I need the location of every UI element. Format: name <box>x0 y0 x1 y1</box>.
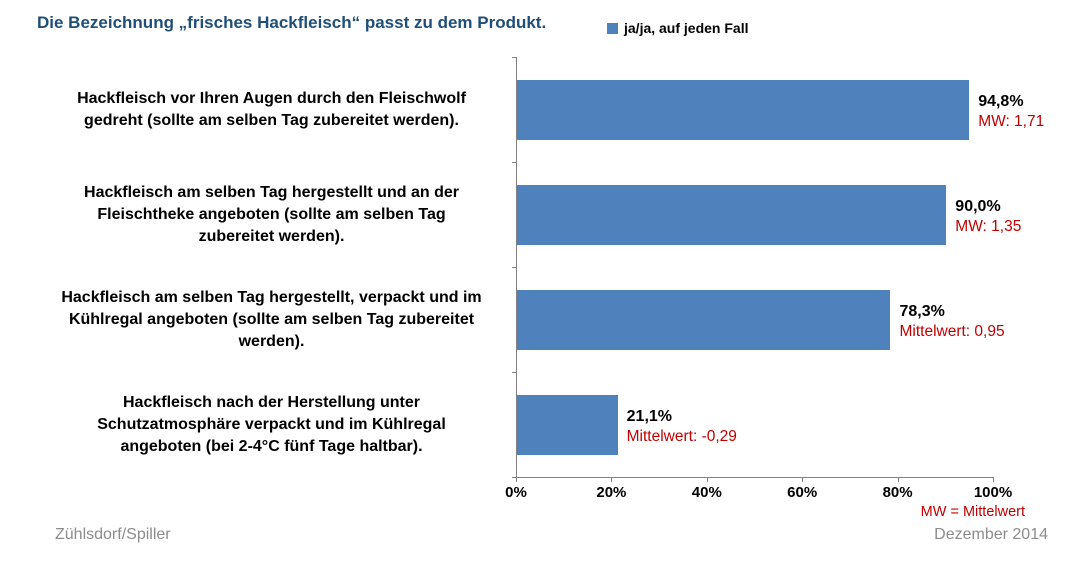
bar <box>517 394 618 455</box>
y-tick <box>512 162 516 163</box>
value-mean: Mittelwert: 0,95 <box>899 322 1005 340</box>
x-tick-label: 20% <box>596 484 627 501</box>
x-tick <box>897 477 899 482</box>
category-label: Hackfleisch nach der Herstellung unter S… <box>97 393 446 455</box>
bar <box>517 79 970 140</box>
source-credit: Zühlsdorf/Spiller <box>55 526 171 543</box>
x-tick-label: 60% <box>787 484 818 501</box>
value-label: 21,1% Mittelwert: -0,29 <box>627 407 737 447</box>
x-tick <box>993 477 994 482</box>
x-tick <box>611 477 613 482</box>
value-mean: MW: 1,35 <box>955 217 1022 235</box>
chart-title: Die Bezeichnung „frisches Hackfleisch“ p… <box>37 13 547 32</box>
value-mean: Mittelwert: -0,29 <box>626 427 737 445</box>
x-axis <box>516 477 994 478</box>
value-label: 90,0% MW: 1,35 <box>955 197 1021 237</box>
footnote-mw: MW = Mittelwert <box>920 504 1025 520</box>
x-tick <box>516 477 517 482</box>
bar <box>517 184 947 245</box>
legend-swatch-icon <box>607 22 618 34</box>
legend-label: ja/ja, auf jeden Fall <box>624 20 749 36</box>
x-tick <box>802 477 804 482</box>
value-percent: 78,3% <box>899 302 945 320</box>
x-tick-label: 80% <box>882 484 913 501</box>
bar <box>517 289 891 350</box>
value-percent: 90,0% <box>955 197 1001 215</box>
date-label: Dezember 2014 <box>934 526 1048 543</box>
value-label: 78,3% Mittelwert: 0,95 <box>899 302 1004 342</box>
y-axis <box>516 57 517 478</box>
value-percent: 94,8% <box>978 92 1024 110</box>
legend: ja/ja, auf jeden Fall <box>607 20 748 36</box>
category-label: Hackfleisch vor Ihren Augen durch den Fl… <box>77 89 466 129</box>
x-tick-label: 40% <box>691 484 722 501</box>
value-label: 94,8% MW: 1,71 <box>978 92 1044 132</box>
y-tick <box>512 57 516 58</box>
y-tick <box>512 477 516 478</box>
x-tick-label: 100% <box>973 484 1013 501</box>
y-tick <box>512 267 516 268</box>
value-percent: 21,1% <box>626 407 673 425</box>
y-tick <box>512 372 516 373</box>
x-tick-label: 0% <box>505 484 527 501</box>
category-label: Hackfleisch am selben Tag hergestellt, v… <box>61 288 482 350</box>
x-tick <box>706 477 708 482</box>
value-mean: MW: 1,71 <box>978 112 1045 130</box>
category-label: Hackfleisch am selben Tag hergestellt un… <box>84 183 459 245</box>
